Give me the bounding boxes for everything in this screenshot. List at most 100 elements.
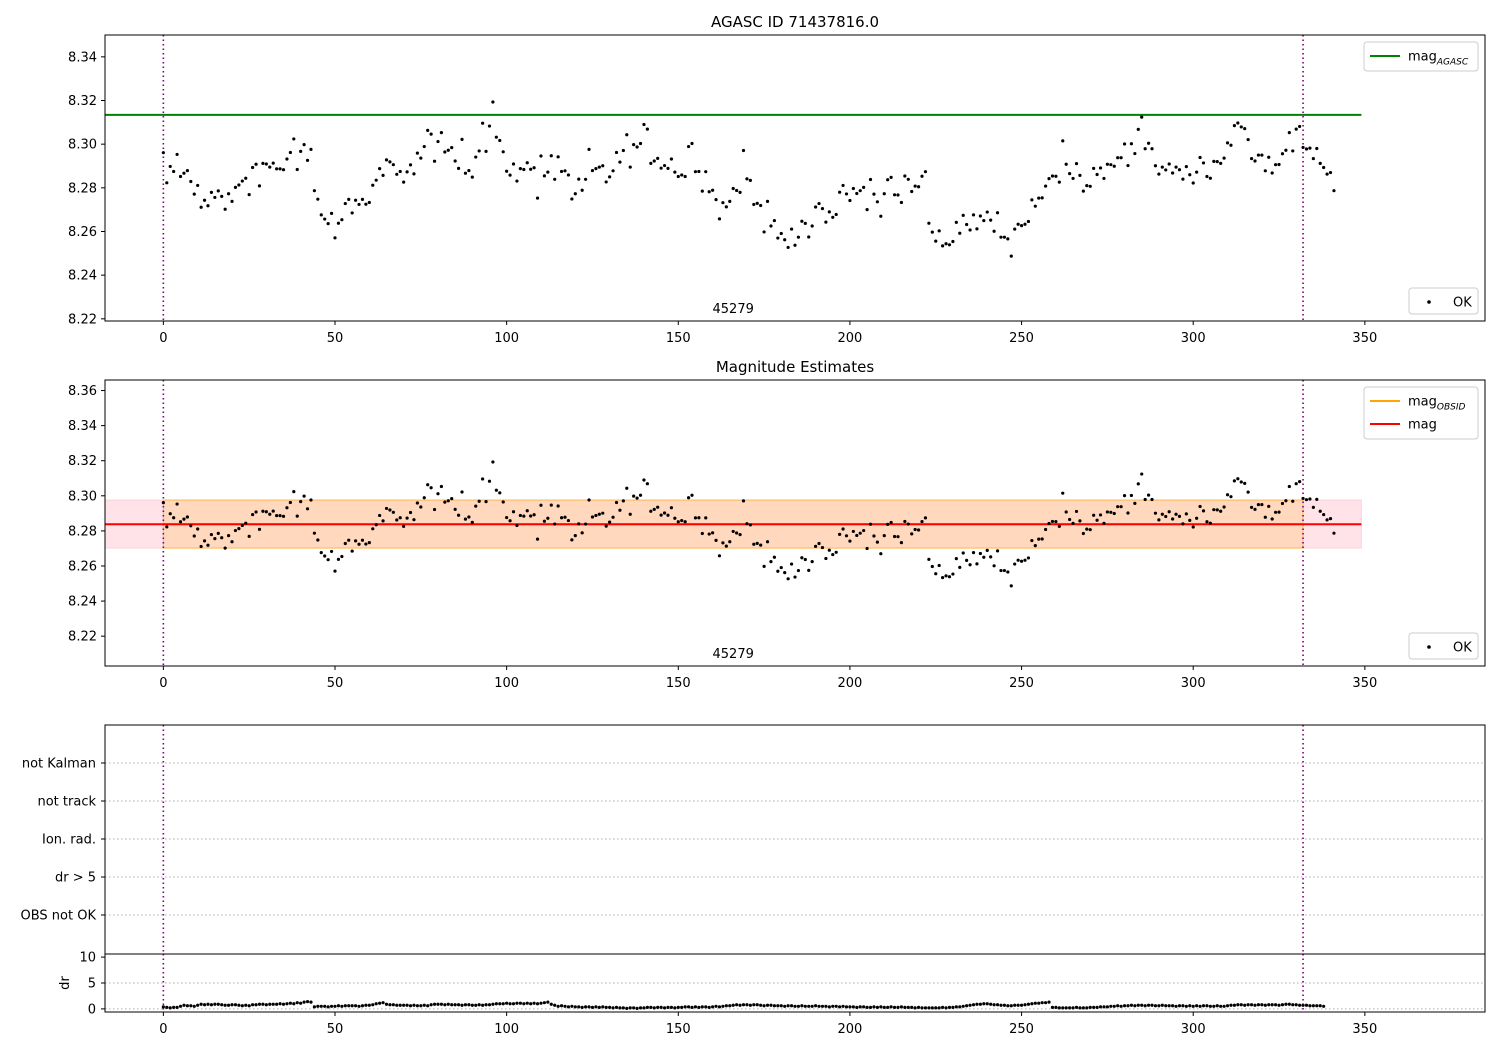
dr-point <box>1116 1004 1120 1008</box>
magnitude-point <box>930 564 934 569</box>
magnitude-point <box>202 539 207 543</box>
magnitude-point <box>659 513 663 517</box>
magnitude-point <box>1188 173 1192 177</box>
dr-point <box>402 1003 406 1007</box>
magnitude-point <box>813 544 818 548</box>
magnitude-point <box>968 563 972 567</box>
magnitude-point <box>467 515 471 519</box>
magnitude-point <box>738 190 742 195</box>
x-tick-label: 100 <box>494 676 519 691</box>
magnitude-point <box>1013 227 1017 231</box>
magnitude-point <box>899 541 904 545</box>
legend-point-swatch <box>1427 300 1431 304</box>
y-tick-label: 10 <box>79 951 96 966</box>
magnitude-point <box>498 138 502 143</box>
magnitude-point <box>1174 165 1178 169</box>
magnitude-point <box>1088 184 1092 188</box>
dr-point <box>1273 1003 1278 1007</box>
dr-point <box>1239 1003 1243 1007</box>
magnitude-point <box>1267 504 1271 508</box>
magnitude-point <box>745 522 749 526</box>
dr-point <box>1256 1003 1261 1007</box>
magnitude-point <box>724 544 728 548</box>
x-tick-label: 100 <box>494 331 519 346</box>
dr-point <box>247 1004 251 1008</box>
magnitude-point <box>559 516 564 520</box>
magnitude-point <box>625 486 629 490</box>
magnitude-point <box>920 519 924 524</box>
magnitude-point <box>299 499 303 504</box>
dr-point <box>1201 1004 1206 1008</box>
magnitude-point <box>1304 498 1309 502</box>
dr-point <box>841 1004 845 1008</box>
magnitude-point <box>604 524 608 528</box>
magnitude-point <box>474 504 478 508</box>
dr-point <box>868 1005 873 1009</box>
dr-point <box>264 1003 268 1007</box>
magnitude-point <box>1146 493 1151 497</box>
magnitude-point <box>470 175 474 179</box>
x-tick-label: 200 <box>838 331 863 346</box>
magnitude-point <box>1325 518 1329 522</box>
magnitude-point <box>752 202 756 207</box>
dr-point <box>961 1004 965 1008</box>
flag-category-label: not track <box>37 795 96 810</box>
dr-point <box>446 1002 450 1006</box>
magnitude-point <box>1057 180 1061 184</box>
dr-point <box>923 1006 928 1010</box>
dr-point <box>810 1004 814 1008</box>
dr-point <box>216 1002 220 1006</box>
dr-point <box>848 1005 852 1009</box>
magnitude-point <box>1256 153 1261 157</box>
magnitude-point <box>862 185 866 189</box>
magnitude-point <box>1205 520 1209 524</box>
magnitude-point <box>1260 502 1264 507</box>
dr-point <box>1287 1002 1291 1006</box>
dr-point <box>941 1005 945 1009</box>
magnitude-point <box>1023 558 1027 562</box>
magnitude-point <box>916 185 921 189</box>
magnitude-point <box>693 170 698 174</box>
dr-point <box>711 1005 715 1009</box>
dr-point <box>982 1002 986 1006</box>
dr-point <box>178 1004 183 1008</box>
magnitude-point <box>1006 237 1010 241</box>
magnitude-point <box>1212 508 1216 512</box>
magnitude-point <box>621 499 625 503</box>
magnitude-point <box>539 154 543 158</box>
magnitude-point <box>292 137 296 141</box>
dr-point <box>1157 1004 1161 1008</box>
magnitude-point <box>275 167 279 171</box>
magnitude-point <box>1150 497 1154 502</box>
magnitude-point <box>1201 509 1206 513</box>
dr-point <box>357 1004 361 1008</box>
magnitude-point <box>422 496 426 500</box>
magnitude-point <box>1009 254 1013 258</box>
magnitude-point <box>992 564 996 568</box>
magnitude-point <box>1026 219 1031 224</box>
magnitude-point <box>937 229 941 233</box>
dr-point <box>1212 1004 1216 1008</box>
magnitude-point <box>1253 507 1257 511</box>
magnitude-point <box>192 192 196 196</box>
magnitude-point <box>680 518 684 523</box>
flag-category-label: not Kalman <box>22 757 96 772</box>
magnitude-point <box>601 511 605 515</box>
magnitude-point <box>1263 169 1267 173</box>
magnitude-point <box>1129 142 1134 146</box>
magnitude-point <box>611 169 615 173</box>
dr-point <box>1308 1004 1312 1008</box>
dr-point <box>1184 1004 1188 1008</box>
magnitude-point <box>759 543 763 547</box>
dr-point <box>899 1005 904 1009</box>
dr-point <box>1057 1006 1061 1010</box>
dr-point <box>1215 1004 1219 1008</box>
magnitude-point <box>875 200 879 204</box>
dr-point <box>456 1003 461 1007</box>
magnitude-point <box>618 508 622 512</box>
dr-point <box>601 1005 605 1009</box>
dr-point <box>453 1003 457 1007</box>
magnitude-point <box>388 508 392 512</box>
magnitude-point <box>1064 510 1068 514</box>
magnitude-point <box>824 556 828 561</box>
